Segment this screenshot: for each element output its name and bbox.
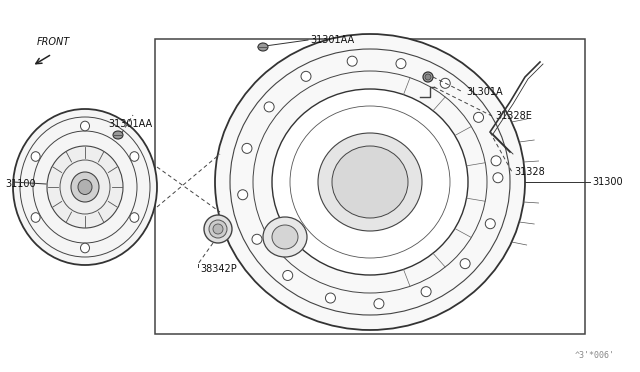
- Ellipse shape: [474, 112, 484, 122]
- Text: 31328E: 31328E: [495, 111, 532, 121]
- Ellipse shape: [264, 102, 274, 112]
- Ellipse shape: [374, 299, 384, 309]
- Ellipse shape: [215, 34, 525, 330]
- Ellipse shape: [47, 146, 123, 228]
- Ellipse shape: [272, 89, 468, 275]
- Ellipse shape: [491, 156, 501, 166]
- Ellipse shape: [130, 213, 139, 222]
- Text: 31301AA: 31301AA: [310, 35, 354, 45]
- Text: 31301AA: 31301AA: [108, 119, 152, 129]
- Ellipse shape: [31, 152, 40, 161]
- Ellipse shape: [485, 219, 495, 229]
- Ellipse shape: [396, 59, 406, 68]
- Ellipse shape: [263, 217, 307, 257]
- Ellipse shape: [78, 180, 92, 195]
- Ellipse shape: [423, 72, 433, 82]
- Ellipse shape: [301, 71, 311, 81]
- Ellipse shape: [332, 146, 408, 218]
- Text: 38342P: 38342P: [200, 264, 237, 274]
- Ellipse shape: [283, 270, 292, 280]
- Ellipse shape: [204, 215, 232, 243]
- Text: 31100: 31100: [5, 179, 36, 189]
- Ellipse shape: [460, 259, 470, 269]
- Ellipse shape: [81, 243, 90, 253]
- Ellipse shape: [425, 74, 431, 80]
- Ellipse shape: [71, 172, 99, 202]
- Ellipse shape: [440, 78, 450, 88]
- Ellipse shape: [113, 131, 123, 139]
- Text: 31328: 31328: [514, 167, 545, 177]
- Ellipse shape: [81, 121, 90, 131]
- Ellipse shape: [213, 224, 223, 234]
- Ellipse shape: [318, 133, 422, 231]
- Ellipse shape: [258, 43, 268, 51]
- Ellipse shape: [209, 220, 227, 238]
- Bar: [155, 39, 585, 334]
- Ellipse shape: [237, 190, 248, 200]
- Ellipse shape: [326, 293, 335, 303]
- Ellipse shape: [421, 287, 431, 296]
- Text: 31300: 31300: [592, 177, 623, 187]
- Text: ^3'*006': ^3'*006': [575, 351, 615, 360]
- Ellipse shape: [13, 109, 157, 265]
- Ellipse shape: [31, 213, 40, 222]
- Ellipse shape: [252, 234, 262, 244]
- Ellipse shape: [242, 143, 252, 153]
- Ellipse shape: [130, 152, 139, 161]
- Text: FRONT: FRONT: [37, 37, 70, 47]
- Ellipse shape: [347, 56, 357, 66]
- Ellipse shape: [493, 173, 503, 183]
- Ellipse shape: [272, 225, 298, 249]
- Text: 3L301A: 3L301A: [466, 87, 502, 97]
